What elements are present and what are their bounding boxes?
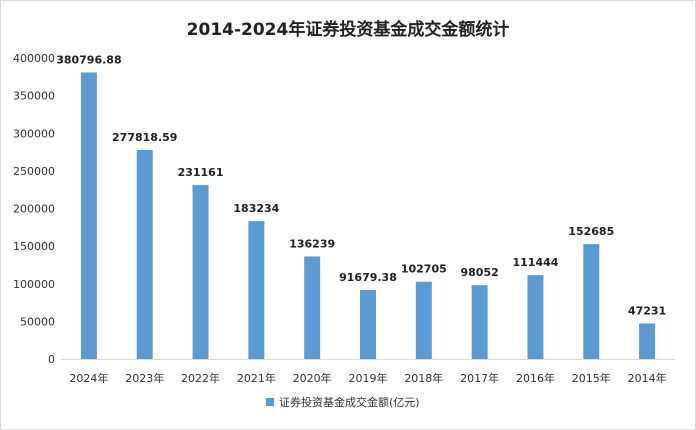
- y-tick-label: 150000: [13, 240, 55, 253]
- y-tick-label: 350000: [13, 90, 55, 103]
- x-tick-label: 2018年: [404, 371, 443, 385]
- x-tick-label: 2022年: [181, 371, 220, 385]
- bar: [415, 281, 432, 359]
- legend-swatch: [266, 398, 274, 406]
- x-tick-label: 2020年: [293, 371, 332, 385]
- y-tick-label: 250000: [13, 165, 55, 178]
- y-axis: 0 50000 100000 150000 200000 250000 300000 3500…: [13, 52, 55, 366]
- legend: 证券投资基金成交金额(亿元): [266, 395, 420, 409]
- bar: [248, 221, 265, 359]
- bar: [471, 285, 488, 359]
- data-labels-group: 380796.88 277818.59 231161 183234 136239 9167…: [56, 53, 666, 317]
- bar-data-label: 183234: [233, 202, 279, 215]
- bar-data-label: 231161: [178, 166, 224, 179]
- bar: [136, 149, 153, 359]
- bar: [583, 244, 600, 359]
- bar-data-label: 98052: [460, 266, 498, 279]
- bar-data-label: 152685: [568, 225, 614, 238]
- bar-data-label: 277818.59: [112, 131, 177, 144]
- y-tick-label: 100000: [13, 278, 55, 291]
- x-tick-label: 2023年: [125, 371, 164, 385]
- legend-label: 证券投资基金成交金额(亿元): [279, 395, 420, 409]
- x-tick-label: 2021年: [237, 371, 276, 385]
- y-tick-label: 300000: [13, 127, 55, 140]
- bar-data-label: 91679.38: [339, 271, 397, 284]
- bar: [192, 185, 209, 359]
- x-tick-label: 2024年: [69, 371, 108, 385]
- bar: [80, 72, 97, 359]
- x-axis: 2024年 2023年 2022年 2021年 2020年 2019年 2018年 2017年…: [61, 359, 675, 385]
- chart-title: 2014-2024年证券投资基金成交金额统计: [187, 19, 510, 40]
- bar: [639, 323, 656, 359]
- bar: [527, 275, 544, 359]
- y-tick-label: 50000: [20, 315, 55, 328]
- bar-data-label: 102705: [401, 263, 447, 276]
- x-tick-label: 2016年: [516, 371, 555, 385]
- x-tick-label: 2019年: [349, 371, 388, 385]
- bar: [360, 290, 376, 359]
- x-tick-label: 2017年: [460, 371, 499, 385]
- bar-data-label: 111444: [512, 256, 558, 269]
- bar: [304, 256, 321, 359]
- y-tick-label: 200000: [13, 203, 55, 216]
- y-tick-label: 0: [48, 353, 55, 366]
- x-tick-label: 2014年: [628, 371, 667, 385]
- bar-data-label: 136239: [289, 237, 335, 250]
- x-tick-label: 2015年: [572, 371, 611, 385]
- bars-group: [80, 72, 656, 359]
- bar-data-label: 380796.88: [56, 53, 121, 66]
- y-tick-label: 400000: [13, 52, 55, 65]
- bar-data-label: 47231: [628, 304, 666, 317]
